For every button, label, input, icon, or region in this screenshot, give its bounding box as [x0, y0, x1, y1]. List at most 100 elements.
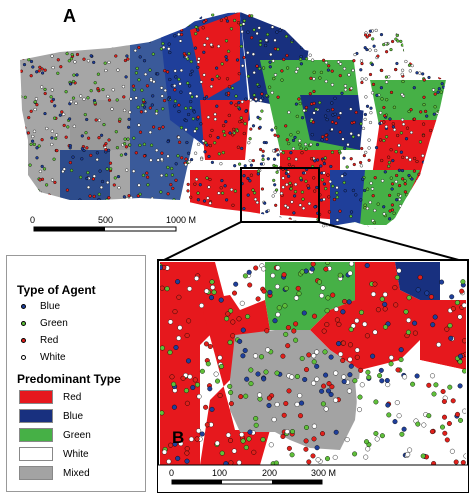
- agent-point: [205, 361, 211, 367]
- agent-point: [186, 81, 190, 85]
- agent-point: [385, 50, 389, 54]
- agent-point: [145, 84, 149, 88]
- agent-point: [401, 68, 405, 72]
- agent-point: [360, 61, 364, 66]
- agent-point: [290, 200, 294, 204]
- agent-point: [314, 445, 320, 451]
- agent-point: [429, 128, 433, 133]
- agent-point: [359, 59, 364, 63]
- agent-point: [314, 349, 320, 355]
- agent-point: [71, 96, 76, 100]
- agent-point: [323, 372, 329, 378]
- agent-point: [444, 326, 450, 332]
- agent-point: [85, 146, 89, 150]
- agent-point: [67, 36, 71, 40]
- agent-point: [371, 194, 375, 198]
- agent-row-green: Green: [21, 318, 68, 329]
- agent-point: [401, 177, 405, 181]
- agent-point: [246, 215, 250, 219]
- agent-point: [323, 156, 327, 160]
- agent-point: [169, 374, 175, 380]
- agent-point: [429, 62, 433, 66]
- agent-point: [343, 146, 347, 150]
- agent-point: [91, 218, 96, 222]
- agent-point: [408, 158, 412, 162]
- agent-point: [319, 293, 325, 299]
- agent-point: [421, 422, 427, 428]
- agent-point: [168, 442, 174, 448]
- agent-point: [396, 39, 400, 43]
- agent-point: [217, 152, 221, 156]
- agent-point: [188, 84, 192, 88]
- agent-point: [31, 134, 35, 139]
- agent-point: [244, 97, 248, 101]
- agent-point: [196, 394, 202, 400]
- agent-point: [294, 70, 298, 74]
- agent-point: [57, 22, 62, 27]
- agent-point: [371, 291, 377, 297]
- agent-point: [124, 75, 128, 79]
- agent-point: [359, 122, 363, 126]
- agent-point: [59, 215, 64, 219]
- agent-point: [431, 391, 437, 397]
- agent-point: [105, 167, 109, 171]
- agent-point: [388, 361, 394, 367]
- agent-point: [23, 226, 27, 230]
- agent-point: [122, 195, 126, 199]
- agent-point: [314, 107, 318, 111]
- agent-point: [35, 70, 39, 74]
- agent-point: [112, 220, 116, 224]
- agent-point: [278, 216, 282, 220]
- agent-point: [404, 46, 408, 50]
- agent-point: [240, 438, 246, 444]
- agent-point: [296, 130, 300, 134]
- agent-point: [270, 91, 274, 95]
- agent-point: [299, 356, 305, 362]
- agent-point: [43, 68, 47, 72]
- agent-point: [403, 210, 407, 214]
- agent-point: [235, 58, 240, 62]
- agent-point: [402, 227, 406, 230]
- agent-point: [294, 374, 300, 380]
- agent-point: [265, 14, 269, 18]
- agent-point: [242, 19, 246, 23]
- agent-point: [250, 14, 254, 18]
- agent-point: [385, 98, 389, 102]
- agent-point: [297, 393, 303, 399]
- agent-point: [250, 36, 254, 40]
- agent-point: [421, 31, 425, 35]
- agent-point: [80, 208, 84, 212]
- agent-point: [209, 222, 213, 226]
- swatch-green: [19, 428, 53, 442]
- agent-point: [53, 180, 57, 184]
- agent-point: [80, 147, 84, 151]
- agent-point: [50, 212, 54, 217]
- agent-point: [441, 28, 445, 32]
- agent-point: [80, 157, 84, 161]
- agent-point: [255, 64, 259, 68]
- agent-point: [237, 9, 240, 12]
- agent-point: [217, 393, 223, 399]
- agent-point: [195, 177, 199, 181]
- agent-point: [354, 110, 358, 114]
- agent-point: [189, 13, 193, 17]
- agent-point: [421, 72, 425, 76]
- agent-point: [406, 329, 412, 335]
- agent-point: [142, 105, 147, 109]
- agent-point: [69, 57, 73, 61]
- agent-point: [184, 118, 188, 123]
- agent-point: [111, 207, 115, 211]
- agent-point: [449, 448, 455, 454]
- agent-point: [188, 91, 192, 95]
- agent-point: [290, 38, 294, 42]
- agent-point: [150, 196, 154, 200]
- agent-point: [137, 78, 141, 82]
- agent-point: [211, 289, 217, 295]
- agent-point: [398, 347, 404, 353]
- agent-point: [213, 141, 217, 145]
- agent-point: [299, 146, 303, 150]
- agent-point: [390, 187, 394, 191]
- agent-point: [49, 95, 53, 99]
- agent-point: [160, 173, 164, 178]
- agent-point: [404, 137, 409, 141]
